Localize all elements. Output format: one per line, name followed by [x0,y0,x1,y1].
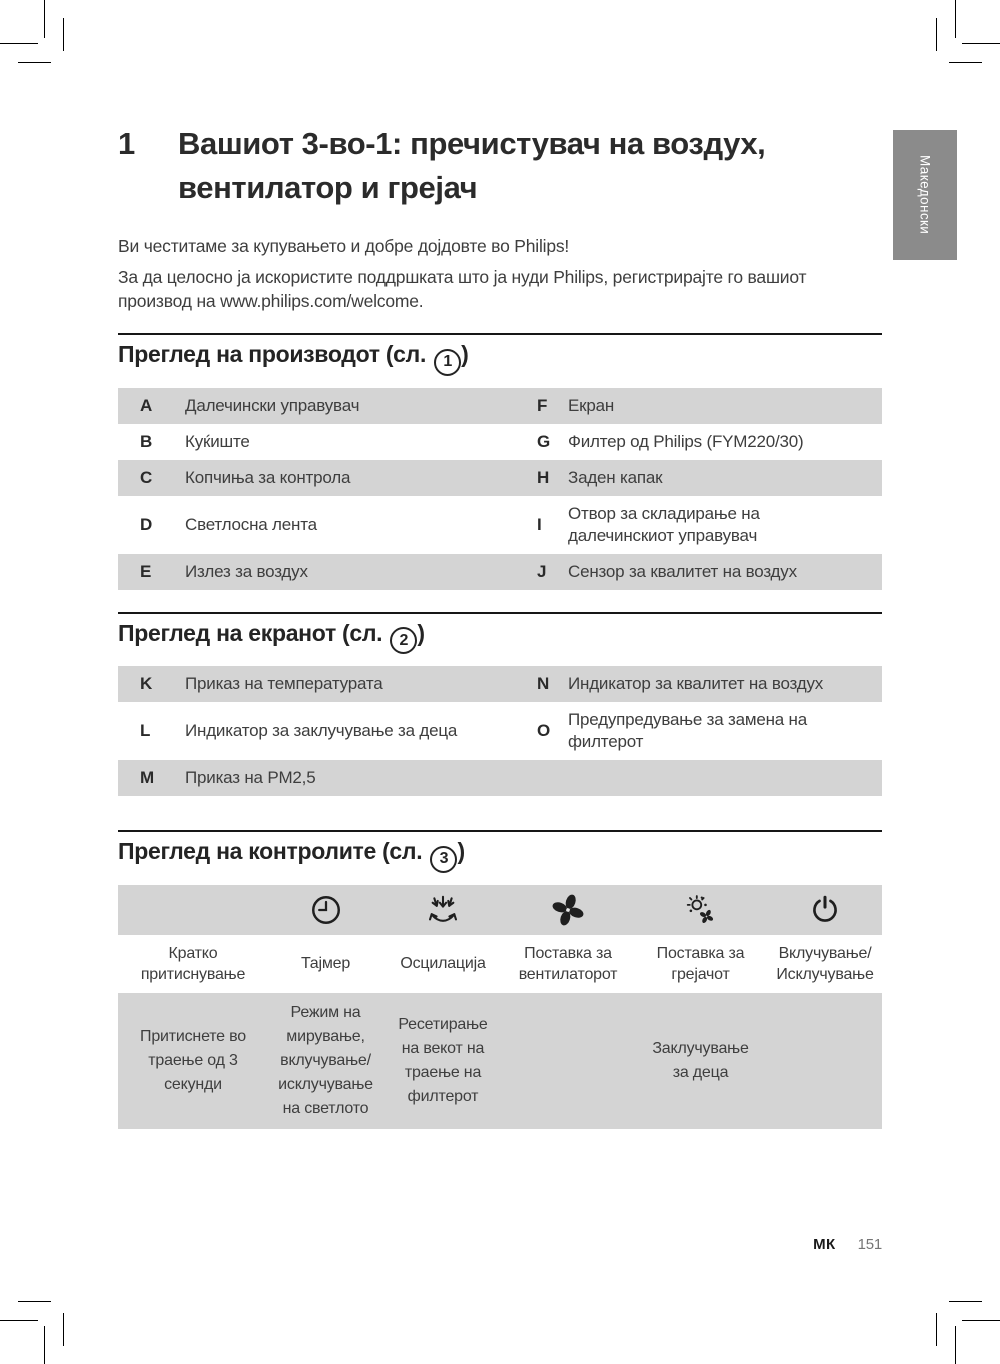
crop-mark [44,0,45,38]
page-content: 1 Вашиот 3-во-1: пречистувач на воздух, в… [118,0,882,1129]
control-label: Поставка за грејачот [656,944,745,983]
row-label: Предупредување за замена на филтерот [568,710,807,751]
figure-3-circle: 3 [430,845,458,873]
control-longpress: Ресетирање на векот на траење на филтеро… [398,1015,488,1105]
crop-mark [44,1326,45,1364]
row-key: G [537,431,551,451]
chapter-title: 1 Вашиот 3-во-1: пречистувач на воздух, в… [118,0,882,210]
language-tab: Македонски [893,130,957,260]
page-footer: МК 151 [813,1236,882,1253]
row-label: Куќиште [185,431,250,451]
fan-icon [552,894,584,925]
crop-mark [949,1301,982,1302]
crop-mark [0,1320,38,1321]
row-label: Копчиња за контрола [185,467,351,487]
table-row: E Излез за воздух J Сензор за квалитет н… [118,553,882,590]
crop-mark [949,62,982,63]
row-key: M [140,768,154,787]
crop-mark [936,18,937,51]
row-label: Сензор за квалитет на воздух [568,561,797,581]
control-longpress: Заклучување за деца [652,1039,749,1081]
row-label: Индикатор за заклучување за деца [185,721,458,740]
row-key: A [140,395,153,415]
controls-longpress-row: Притиснете во траење од 3 секунди Режим … [118,992,882,1129]
row-key: D [140,514,153,534]
product-overview-table: A Далечински управувач F Екран B Куќиште… [118,387,882,590]
row-key: C [140,467,153,487]
figure-2-circle: 2 [390,627,418,654]
crop-mark [18,1301,51,1302]
section-heading-controls: Преглед на контролите (сл. 3) [118,838,882,873]
crop-mark [955,1326,956,1364]
row-label: Светлосна лента [185,514,317,534]
crop-mark [18,62,51,63]
intro-paragraph: За да целосно ја искористите поддршката … [118,267,807,311]
row-label: Филтер од Philips (FYM220/30) [568,431,804,451]
row-key: B [140,431,153,451]
row-key: I [537,514,542,534]
control-label: Поставка за вентилаторот [518,944,618,983]
timer-icon [311,895,340,924]
control-longpress [503,1001,633,1121]
crop-mark [936,1313,937,1346]
row-key: F [537,395,548,415]
control-label: Осцилација [400,955,486,972]
chapter-number: 1 [118,126,136,161]
row-key: N [537,674,550,693]
footer-page-number: 151 [857,1236,883,1253]
row-label: Индикатор за квалитет на воздух [568,674,824,693]
table-row: B Куќиште G Филтер од Philips (FYM220/30… [118,424,882,460]
control-label: Вклучување/ Исклучување [776,944,874,983]
power-icon [813,895,837,922]
crop-mark [962,43,1000,44]
section-heading-display: Преглед на екранот (сл. 2) [118,620,882,654]
figure-1-circle: 1 [434,348,462,376]
row-label: Отвор за складирање на далечинскиот упра… [568,503,760,545]
table-row: L Индикатор за заклучување за деца O Пре… [118,702,882,760]
footer-language-code: МК [813,1236,836,1253]
table-row: D Светлосна лента I Отвор за складирање … [118,496,882,554]
crop-mark [962,1320,1000,1321]
control-label: Тајмер [300,955,351,972]
crop-mark [63,1313,64,1346]
table-row: M Приказ на PM2,5 [118,760,882,796]
control-longpress [768,1001,882,1121]
control-longpress: Притиснете во траење од 3 секунди [140,1027,246,1093]
row-key: O [537,721,551,740]
row-key: L [140,721,151,740]
row-key: H [537,467,550,487]
row-label: Далечински управувач [185,395,360,415]
controls-table: Кратко притиснување Тајмер Осцилација По… [118,884,882,1129]
control-label: Кратко притиснување [140,944,246,983]
crop-mark [0,43,38,44]
row-key: K [140,674,153,693]
crop-mark [63,18,64,51]
row-label: Приказ на температурата [185,674,383,693]
section-divider [118,611,882,614]
row-label: Приказ на PM2,5 [185,768,316,787]
row-label: Екран [568,395,615,415]
oscillation-icon [428,895,458,922]
table-row: C Копчиња за контрола H Заден капак [118,459,882,496]
language-tab-label: Македонски [917,155,933,235]
intro-paragraph: Ви честитаме за купувањето и добре дојдо… [118,236,570,256]
section-divider [118,333,882,335]
section-divider [118,830,882,832]
row-label: Заден капак [568,467,663,487]
control-longpress: Режим на мирување, вклучување/ исклучува… [278,1003,373,1117]
section-heading-product: Преглед на производот (сл. 1) [118,341,882,376]
row-label: Излез за воздух [185,561,308,581]
display-overview-table: K Приказ на температурата N Индикатор за… [118,666,882,796]
controls-header-row: Кратко притиснување Тајмер Осцилација По… [118,934,882,993]
chapter-heading: Вашиот 3-во-1: пречистувач на воздух, вен… [178,126,766,205]
crop-mark [955,0,956,38]
controls-icon-row [118,884,882,935]
row-key: J [537,561,547,581]
table-row: A Далечински управувач F Екран [118,387,882,424]
row-key: E [140,561,152,581]
heater-icon [686,895,714,923]
table-row: K Приказ на температурата N Индикатор за… [118,666,882,702]
